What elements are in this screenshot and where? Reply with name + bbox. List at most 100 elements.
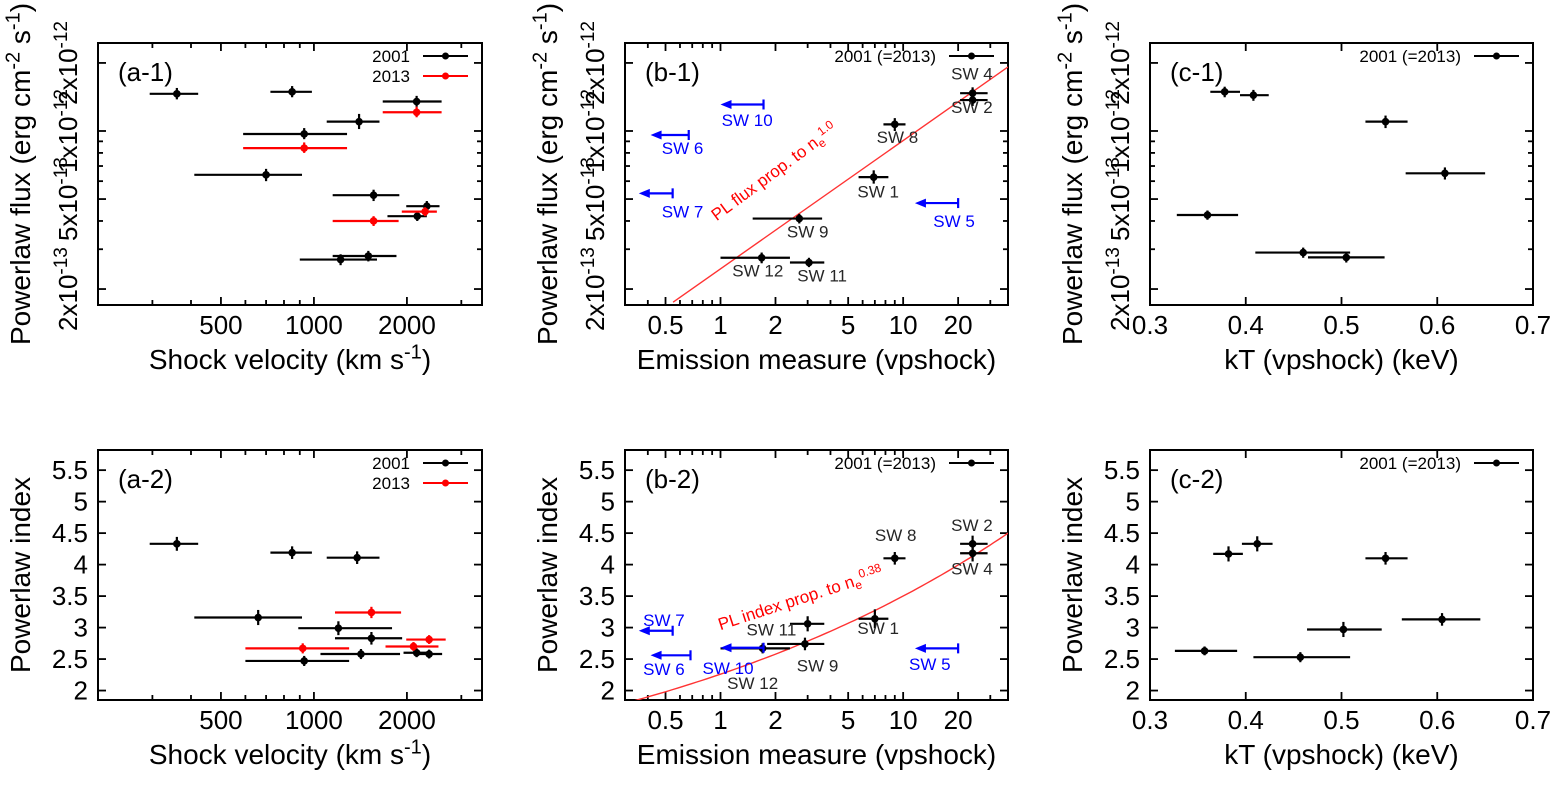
upper-limit-sw-5: SW 5: [914, 198, 975, 231]
data-point: [406, 635, 446, 644]
legend-label: 2001 (=2013): [1359, 47, 1461, 66]
limit-label: SW 10: [722, 111, 773, 130]
x-axis-label: Emission measure (vpshock): [637, 739, 996, 770]
limit-label: SW 6: [643, 660, 685, 679]
limit-label: SW 5: [933, 212, 975, 231]
legend-sample-dot: [968, 459, 975, 467]
legend-label: 2001 (=2013): [834, 47, 936, 66]
x-tick-label: 2000: [378, 310, 436, 340]
y-tick-label: 4: [1126, 550, 1140, 580]
x-tick-label: 1: [713, 705, 727, 735]
legend-sample-dot: [1493, 459, 1500, 467]
data-point: [270, 546, 312, 559]
legend-label: 2013: [372, 67, 410, 86]
x-tick-label: 1000: [285, 310, 343, 340]
legend: 2001 (=2013): [1359, 454, 1519, 473]
y-tick-label: 2x10-13: [578, 247, 610, 331]
x-axis-label: Emission measure (vpshock): [637, 344, 996, 375]
data-point: [320, 648, 401, 660]
y-tick-label: 3: [601, 613, 615, 643]
x-tick-label: 2: [768, 310, 782, 340]
panel-tag: (c-2): [1170, 464, 1223, 494]
sw-label: SW 9: [797, 656, 839, 675]
y-tick-label: 2x10-12: [1103, 21, 1135, 105]
upper-limit-sw-6: SW 6: [650, 130, 703, 158]
y-tick-label: 2x10-12: [51, 21, 83, 105]
legend-sample-dot: [442, 479, 449, 487]
data-point: [149, 536, 199, 551]
legend-sample-dot: [442, 52, 449, 60]
x-tick-label: 20: [944, 705, 973, 735]
ticks: [98, 43, 482, 305]
upper-limit-sw-10: SW 10: [703, 642, 765, 678]
data-point: [1176, 210, 1239, 220]
left-arrow-icon: [638, 626, 650, 636]
x-tick-label: 0.7: [1515, 310, 1551, 340]
panel-tag: (a-1): [118, 57, 173, 87]
data-point: [1307, 621, 1382, 638]
limit-label: SW 5: [909, 655, 951, 674]
panel-a-2: 500 1000 2000 22.533.544.555.5 Shock velocit…: [5, 449, 483, 770]
x-tick-label: 0.6: [1419, 310, 1455, 340]
y-tick-label: 4.5: [52, 518, 88, 548]
x-axis-label: Shock velocity (km s-1): [149, 341, 431, 375]
data-point: [401, 207, 437, 217]
left-arrow-icon: [650, 130, 662, 140]
axes: [97, 449, 483, 701]
x-tick-label: 500: [199, 705, 242, 735]
ticks: [1149, 43, 1534, 305]
series-2013: [243, 106, 442, 227]
y-tick-label: 2: [1126, 676, 1140, 706]
series-2001-2013-: [720, 87, 988, 268]
sw-label: SW 12: [727, 674, 778, 693]
data-point: [387, 211, 427, 221]
x-tick-label: 0.4: [1228, 705, 1264, 735]
data-point: [243, 142, 348, 153]
data-point: [245, 655, 350, 666]
data-point: [1174, 646, 1238, 656]
upper-limit-sw-6: SW 6: [643, 650, 692, 679]
x-tick-label: 2000: [378, 705, 436, 735]
left-arrow-icon: [720, 99, 732, 109]
x-tick-label: 5: [841, 310, 855, 340]
panel-tag: (b-2): [645, 464, 700, 494]
axes: [624, 449, 1009, 701]
data-point: [382, 95, 442, 107]
limit-label: SW 10: [703, 659, 754, 678]
data-point: [416, 649, 443, 659]
x-tick-label: 0.5: [1323, 310, 1359, 340]
x-axis-label: Shock velocity (km s-1): [149, 736, 431, 770]
series-2001: [149, 86, 442, 266]
sw-label: SW 1: [857, 183, 899, 202]
x-tick-label: 1: [713, 310, 727, 340]
upper-limit-sw-5: SW 5: [909, 643, 960, 674]
tick-labels: 500 1000 2000 22.533.544.555.5: [52, 455, 436, 735]
data-point: [858, 170, 889, 184]
limit-label: SW 7: [643, 611, 685, 630]
panel-c-2: 0.3 0.4 0.5 0.6 0.7 22.533.544.555.5 kT (vpsho…: [1057, 449, 1551, 770]
y-tick-label: 3.5: [52, 581, 88, 611]
legend-sample-dot: [442, 459, 449, 467]
y-axis-label: Powerlaw index: [5, 477, 36, 673]
y-tick-label: 5: [601, 487, 615, 517]
y-tick-label: 4: [601, 550, 615, 580]
y-tick-label: 2x10-13: [51, 247, 83, 331]
series-2001-2013-: [1176, 86, 1486, 263]
y-tick-label: 3: [74, 613, 88, 643]
data-point: [1255, 247, 1351, 258]
upper-limit-sw-7: SW 7: [638, 611, 685, 636]
legend-label: 2013: [372, 474, 410, 493]
left-arrow-icon: [914, 198, 926, 208]
y-tick-label: 2: [601, 676, 615, 706]
series-2001-2013-: [1174, 536, 1481, 663]
sw-label: SW 4: [951, 64, 993, 83]
sw-label: SW 9: [787, 222, 829, 241]
data-point: [385, 642, 439, 651]
y-tick-label: 4.5: [1104, 518, 1140, 548]
data-point: [1307, 252, 1385, 263]
